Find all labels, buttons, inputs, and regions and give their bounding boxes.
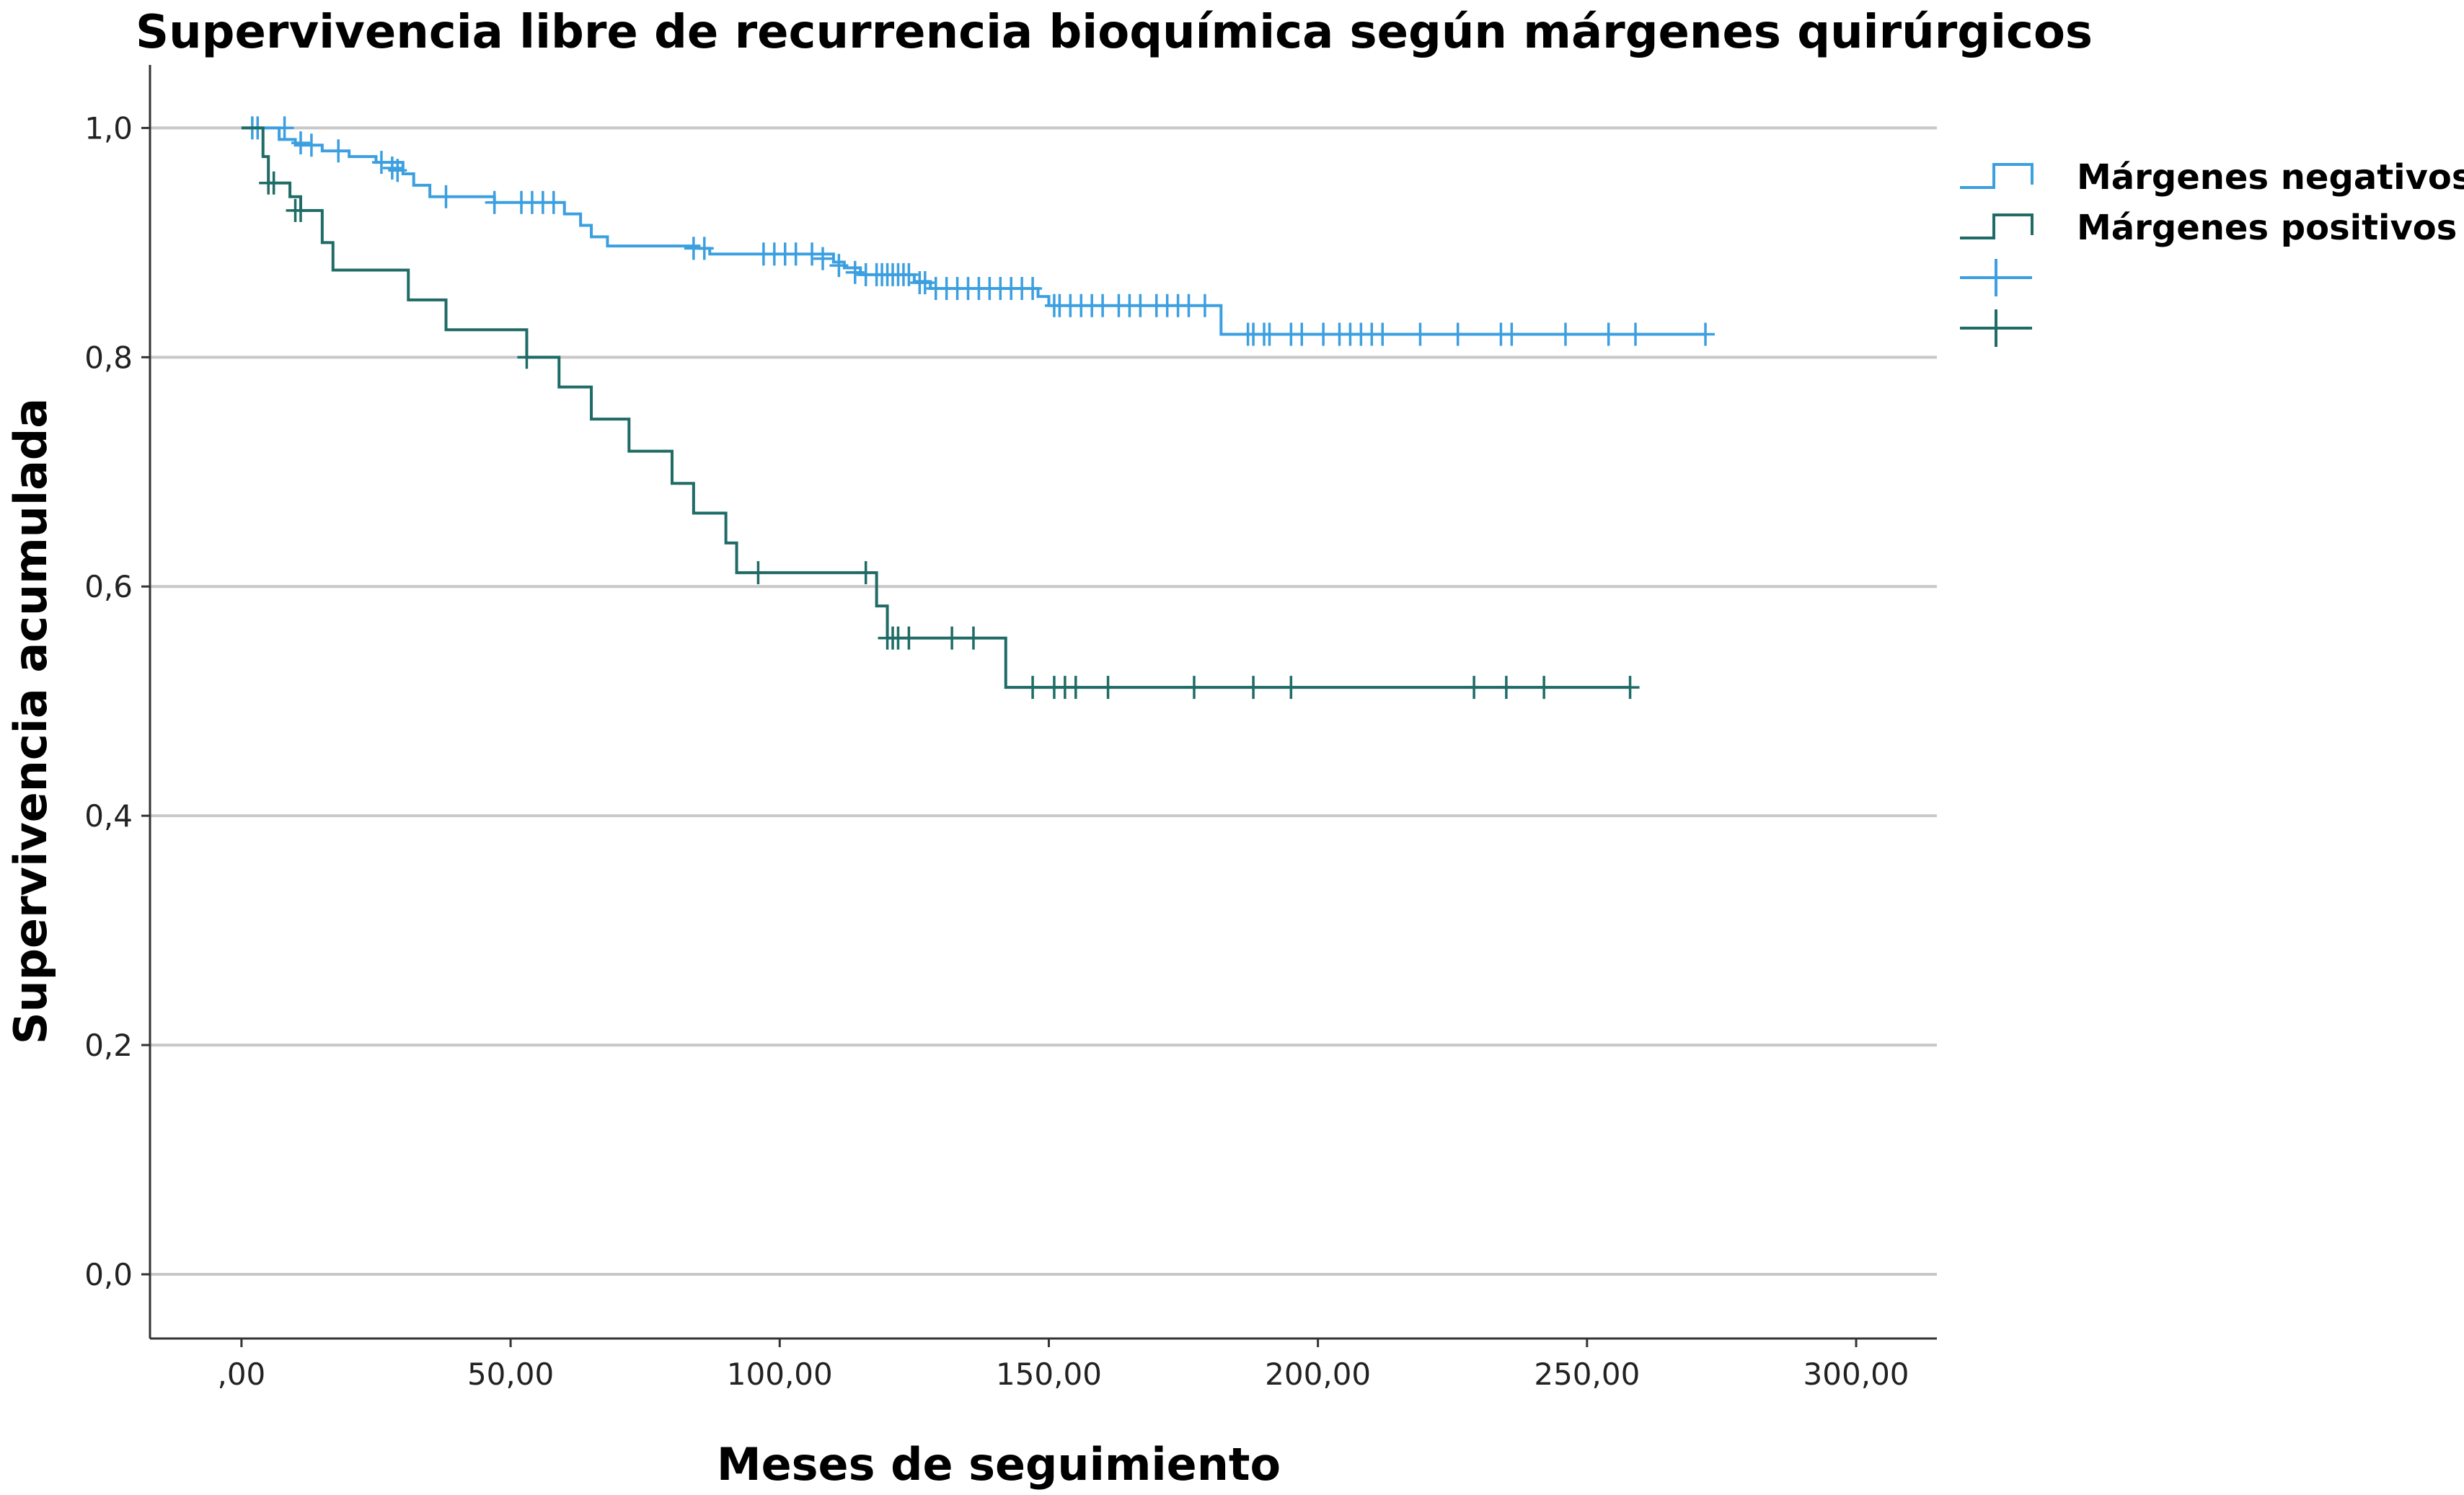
- censor-mark: [388, 159, 407, 182]
- censor-mark: [1696, 322, 1715, 346]
- censor-mark: [1093, 294, 1113, 317]
- censor-mark: [1179, 294, 1198, 317]
- legend-line-2: [1960, 213, 2034, 239]
- censor-mark: [1502, 322, 1522, 346]
- chart-title: Supervivencia libre de recurrencia bioqu…: [136, 6, 2093, 59]
- series-layer: [241, 116, 1715, 700]
- censor-mark: [1066, 676, 1085, 700]
- censor-mark: [1195, 294, 1214, 317]
- censor-mark: [1496, 676, 1516, 700]
- censor-mark: [803, 242, 822, 266]
- censor-mark: [1620, 676, 1640, 700]
- y-tick-label: 0,6: [84, 569, 133, 604]
- censor-mark: [1465, 676, 1484, 700]
- x-tick-label: 50,00: [467, 1357, 554, 1392]
- censor-mark: [786, 242, 805, 266]
- y-tick-label: 0,0: [84, 1257, 133, 1292]
- censor-mark: [1448, 322, 1467, 346]
- censor-mark: [845, 260, 865, 284]
- censor-mark: [829, 254, 849, 278]
- censor-mark: [1314, 322, 1333, 346]
- x-tick-label: 250,00: [1534, 1357, 1640, 1392]
- series-2: [241, 126, 1640, 700]
- y-tick-label: 1,0: [84, 110, 133, 146]
- legend-censor-marker-1: [1960, 259, 2032, 296]
- censor-mark: [1555, 322, 1575, 346]
- legend-line-1: [1960, 163, 2034, 189]
- censor-mark: [856, 561, 875, 585]
- censor-mark: [899, 626, 919, 650]
- censor-mark: [1281, 676, 1301, 700]
- censor-mark: [1023, 676, 1043, 700]
- legend: Márgenes negativos Márgenes positivos: [1960, 157, 2464, 347]
- censor-mark: [1292, 322, 1312, 346]
- x-tick-label: 200,00: [1265, 1357, 1371, 1392]
- censor-mark: [264, 171, 283, 195]
- y-tick-label: 0,2: [84, 1028, 133, 1063]
- censor-mark: [1626, 322, 1646, 346]
- y-tick-label: 0,8: [84, 340, 133, 375]
- censor-mark: [963, 626, 983, 650]
- censor-mark: [1373, 322, 1392, 346]
- censor-mark: [1599, 322, 1618, 346]
- censor-mark: [1535, 676, 1554, 700]
- x-tick-label: 150,00: [996, 1357, 1102, 1392]
- censor-mark: [1023, 276, 1043, 300]
- censor-mark: [899, 263, 919, 286]
- x-tick-label: 300,00: [1803, 1357, 1909, 1392]
- censor-mark: [749, 561, 768, 585]
- legend-censor-marker-2: [1960, 309, 2032, 347]
- censor-mark: [301, 133, 321, 157]
- y-tick-label: 0,4: [84, 798, 133, 834]
- x-axis-label: Meses de seguimiento: [717, 1438, 1281, 1491]
- legend-label-1: Márgenes negativos: [2077, 157, 2464, 198]
- censor-mark: [1098, 676, 1118, 700]
- x-tick-label: 100,00: [727, 1357, 833, 1392]
- censor-mark: [1410, 322, 1430, 346]
- censor-mark: [291, 198, 310, 222]
- censor-mark: [1184, 676, 1204, 700]
- legend-label-2: Márgenes positivos: [2077, 208, 2457, 248]
- x-tick-labels: ,00 50,00 100,00 150,00 200,00 250,00 300,00: [217, 1339, 1909, 1392]
- censor-mark: [942, 626, 962, 650]
- censor-mark: [275, 116, 294, 140]
- censor-mark: [371, 151, 391, 175]
- censor-mark: [694, 237, 714, 260]
- y-tick-labels: 0,0 0,2 0,4 0,6 0,8 1,0: [84, 110, 150, 1292]
- censor-mark: [1131, 294, 1150, 317]
- grid-lines: [150, 126, 1937, 1276]
- censor-mark: [485, 190, 504, 214]
- series-1: [241, 116, 1715, 346]
- censor-mark: [544, 190, 563, 214]
- censor-mark: [291, 131, 310, 155]
- censor-mark: [915, 271, 935, 295]
- censor-mark: [436, 185, 456, 208]
- censor-mark: [517, 345, 536, 369]
- y-axis-label: Supervivencia acumulada: [4, 398, 57, 1044]
- censor-mark: [813, 247, 832, 270]
- censor-mark: [1244, 676, 1263, 700]
- series-line: [241, 126, 1706, 336]
- x-tick-label: ,00: [217, 1357, 265, 1392]
- censor-mark: [1260, 322, 1279, 346]
- series-line: [241, 126, 1630, 689]
- censor-mark: [329, 139, 348, 163]
